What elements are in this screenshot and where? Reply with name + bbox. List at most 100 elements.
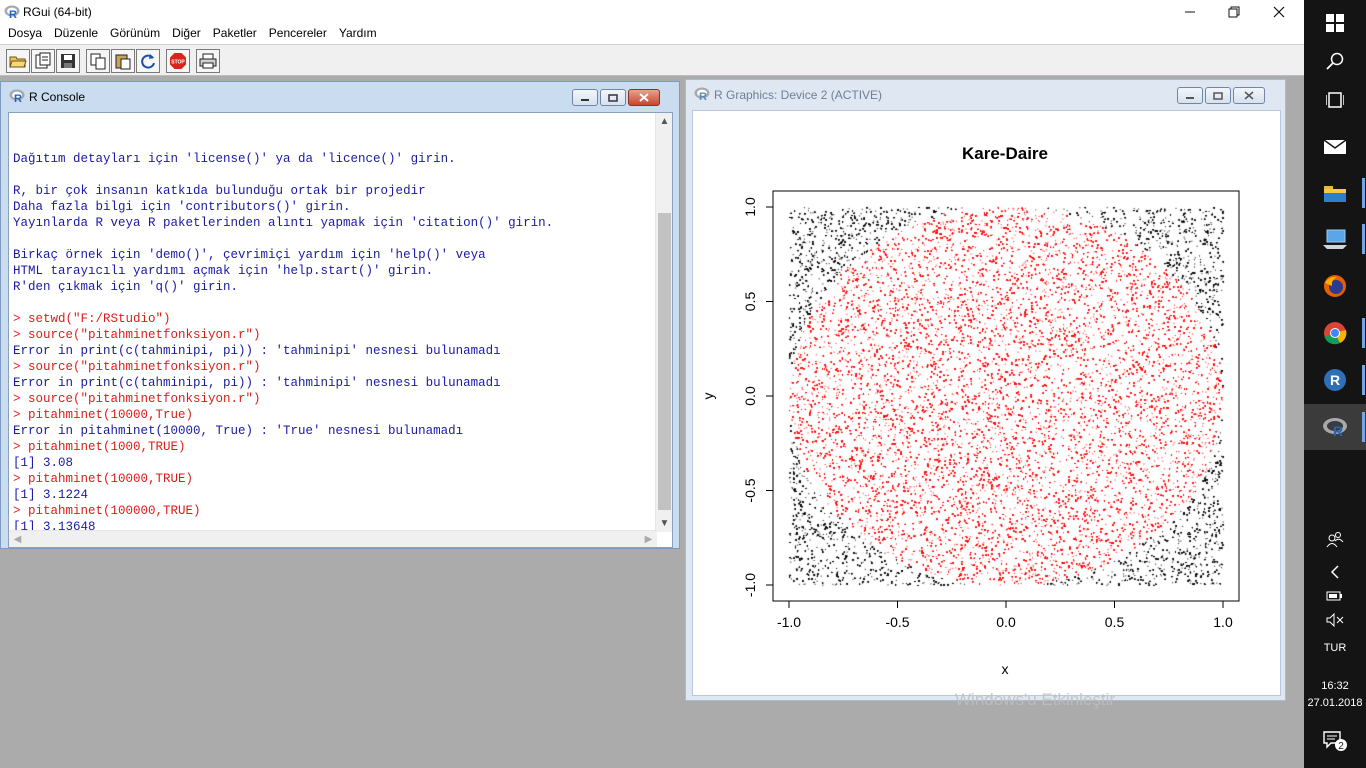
y-tick-label: 1.0 (742, 197, 758, 217)
paste-button[interactable] (111, 49, 135, 73)
taskbar-r-app[interactable]: R (1304, 357, 1366, 403)
x-tick-label: 1.0 (1213, 614, 1233, 630)
menu-pencereler[interactable]: Pencereler (268, 26, 327, 40)
clock-date[interactable]: 27.01.2018 (1307, 697, 1363, 709)
input-language[interactable]: TUR (1323, 642, 1347, 654)
taskbar-file-explorer[interactable] (1304, 170, 1366, 216)
minimize-button[interactable] (1167, 0, 1213, 24)
close-button[interactable] (1256, 0, 1302, 24)
x-axis-label: x (1002, 661, 1009, 677)
clock-time[interactable]: 16:32 (1321, 680, 1349, 692)
save-workspace-button[interactable] (56, 49, 80, 73)
chart-title: Kare-Daire (962, 144, 1048, 163)
r-graphics-title-bar[interactable]: R R Graphics: Device 2 (ACTIVE) (686, 80, 1285, 108)
search-button[interactable] (1304, 38, 1366, 84)
scatter-points (773, 191, 1243, 611)
taskbar-computer[interactable] (1304, 216, 1366, 262)
console-command-line: > pitahminet(1000,TRUE) (13, 440, 186, 454)
r-console-window[interactable]: R R Console Dağıtım detayları için 'lice… (0, 81, 680, 549)
console-vertical-scrollbar[interactable]: ▲ ▼ (655, 113, 672, 532)
scroll-left-arrow-icon[interactable]: ◀ (13, 534, 22, 545)
tray-volume[interactable] (1304, 597, 1366, 643)
x-axis: -1.0 -0.5 0.0 0.5 1.0 (777, 600, 1233, 630)
y-tick-label: -1.0 (742, 573, 758, 597)
console-output-line: Yayınlarda R veya R paketlerinden alıntı… (13, 216, 554, 230)
copy-paste-button[interactable] (136, 49, 160, 73)
minimize-icon (1186, 96, 1194, 99)
r-logo-icon: R (694, 87, 710, 102)
menu-yardim[interactable]: Yardım (338, 26, 377, 40)
graphics-close-button[interactable] (1233, 87, 1265, 104)
scroll-up-arrow-icon[interactable]: ▲ (659, 116, 670, 127)
load-workspace-button[interactable] (31, 49, 55, 73)
folder-icon (1324, 186, 1346, 202)
volume-muted-icon (1326, 613, 1344, 627)
menu-duzenle[interactable]: Düzenle (54, 26, 99, 40)
r-graphics-title: R Graphics: Device 2 (ACTIVE) (714, 88, 883, 102)
show-hidden-icons-button[interactable] (1304, 549, 1366, 595)
scroll-down-arrow-icon[interactable]: ▼ (659, 518, 670, 529)
app-title-bar: R RGui (64-bit) (0, 0, 1304, 24)
svg-text:R: R (14, 93, 22, 104)
people-icon (1326, 532, 1344, 548)
console-output-line: HTML tarayıcılı yardımı açmak için 'help… (13, 264, 434, 278)
tray-battery[interactable] (1304, 573, 1366, 619)
console-output-line: R, bir çok insanın katkıda bulunduğu ort… (13, 184, 426, 198)
print-icon (199, 53, 217, 69)
console-minimize-button[interactable] (572, 89, 598, 106)
copy-button[interactable] (86, 49, 110, 73)
menu-diger[interactable]: Diğer (172, 26, 201, 40)
taskbar-rgui[interactable]: R (1304, 404, 1366, 450)
graphics-minimize-button[interactable] (1177, 87, 1203, 104)
r-console-title-bar[interactable]: R R Console (1, 82, 679, 110)
plot-area[interactable]: Kare-Daire -1.0 -0.5 0.0 0.5 1.0 -1.0 -0.5 0.0… (692, 110, 1281, 696)
chrome-icon (1324, 322, 1347, 345)
open-script-button[interactable] (6, 49, 30, 73)
notification-icon: 2 (1323, 731, 1347, 752)
scrollbar-thumb[interactable] (658, 213, 671, 510)
console-output-area[interactable]: Dağıtım detayları için 'license()' ya da… (8, 112, 673, 548)
y-tick-label: 0.5 (742, 292, 758, 312)
r-graphics-window[interactable]: R R Graphics: Device 2 (ACTIVE) Kare-Dai… (685, 79, 1286, 701)
start-button[interactable] (1304, 0, 1366, 46)
console-close-button[interactable] (628, 89, 660, 106)
svg-text:R: R (1333, 423, 1343, 437)
svg-text:R: R (1330, 372, 1340, 388)
save-icon (61, 54, 75, 68)
console-restore-button[interactable] (600, 89, 626, 106)
scatter-plot: Kare-Daire -1.0 -0.5 0.0 0.5 1.0 -1.0 -0.5 0.0… (700, 144, 1243, 677)
taskbar-mail[interactable] (1304, 123, 1366, 169)
console-horizontal-scrollbar[interactable]: ◀ ▶ (9, 530, 657, 547)
console-output-line: Error in print(c(tahminipi, pi)) : 'tahm… (13, 376, 501, 390)
console-output-line: [1] 3.1224 (13, 488, 89, 502)
r-logo-icon: R (4, 5, 20, 20)
x-tick-label: 0.0 (996, 614, 1016, 630)
menu-gorunum[interactable]: Görünüm (110, 26, 161, 40)
taskbar-chrome[interactable] (1304, 310, 1366, 356)
load-workspace-icon (35, 52, 51, 69)
close-icon (1273, 6, 1285, 18)
y-tick-label: 0.0 (742, 386, 758, 406)
y-tick-label: -0.5 (742, 478, 758, 502)
console-output-line: Error in print(c(tahminipi, pi)) : 'tahm… (13, 344, 501, 358)
svg-text:R: R (699, 91, 707, 102)
x-tick-label: 0.5 (1105, 614, 1125, 630)
action-center-button[interactable]: 2 (1304, 718, 1366, 764)
console-command-line: > setwd("F:/RStudio") (13, 312, 171, 326)
graphics-restore-button[interactable] (1205, 87, 1231, 104)
taskbar-firefox[interactable] (1304, 263, 1366, 309)
windows-logo-icon (1326, 14, 1344, 32)
maximize-button[interactable] (1211, 0, 1257, 24)
task-view-button[interactable] (1304, 77, 1366, 123)
stop-button[interactable]: STOP (166, 49, 190, 73)
console-output-line (13, 295, 553, 311)
menu-paketler[interactable]: Paketler (212, 26, 257, 40)
print-button[interactable] (196, 49, 220, 73)
menu-dosya[interactable]: Dosya (8, 26, 43, 40)
notification-count: 2 (1338, 741, 1344, 752)
scroll-right-arrow-icon[interactable]: ▶ (644, 534, 653, 545)
console-output-line: [1] 3.08 (13, 456, 74, 470)
people-button[interactable] (1304, 516, 1366, 562)
open-folder-icon (9, 56, 27, 68)
console-output-line: R'den çıkmak için 'q()' girin. (13, 280, 239, 294)
